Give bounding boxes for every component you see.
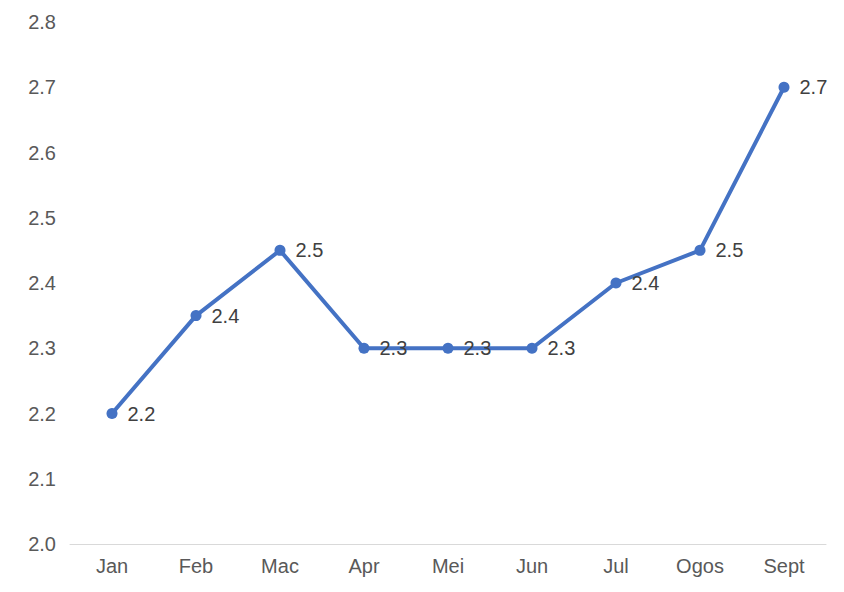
svg-text:2.2: 2.2: [28, 403, 56, 425]
svg-text:2.8: 2.8: [28, 11, 56, 33]
svg-text:2.7: 2.7: [800, 76, 828, 98]
svg-text:Mei: Mei: [432, 555, 464, 577]
svg-text:2.5: 2.5: [296, 239, 324, 261]
svg-text:Feb: Feb: [179, 555, 213, 577]
svg-text:2.7: 2.7: [28, 76, 56, 98]
svg-text:2.2: 2.2: [128, 403, 156, 425]
svg-text:Jun: Jun: [516, 555, 548, 577]
svg-text:Ogos: Ogos: [676, 555, 724, 577]
svg-text:2.3: 2.3: [464, 337, 492, 359]
svg-text:2.4: 2.4: [632, 272, 660, 294]
svg-text:Sept: Sept: [763, 555, 805, 577]
svg-text:Mac: Mac: [261, 555, 299, 577]
svg-text:2.5: 2.5: [716, 239, 744, 261]
svg-text:2.3: 2.3: [28, 337, 56, 359]
svg-text:2.3: 2.3: [380, 337, 408, 359]
svg-text:2.3: 2.3: [548, 337, 576, 359]
svg-text:Jan: Jan: [96, 555, 128, 577]
svg-text:Apr: Apr: [348, 555, 379, 577]
svg-text:2.1: 2.1: [28, 468, 56, 490]
svg-text:2.5: 2.5: [28, 207, 56, 229]
svg-text:2.0: 2.0: [28, 533, 56, 555]
svg-text:2.4: 2.4: [212, 305, 240, 327]
svg-text:2.6: 2.6: [28, 142, 56, 164]
svg-text:Jul: Jul: [603, 555, 629, 577]
svg-text:2.4: 2.4: [28, 272, 56, 294]
